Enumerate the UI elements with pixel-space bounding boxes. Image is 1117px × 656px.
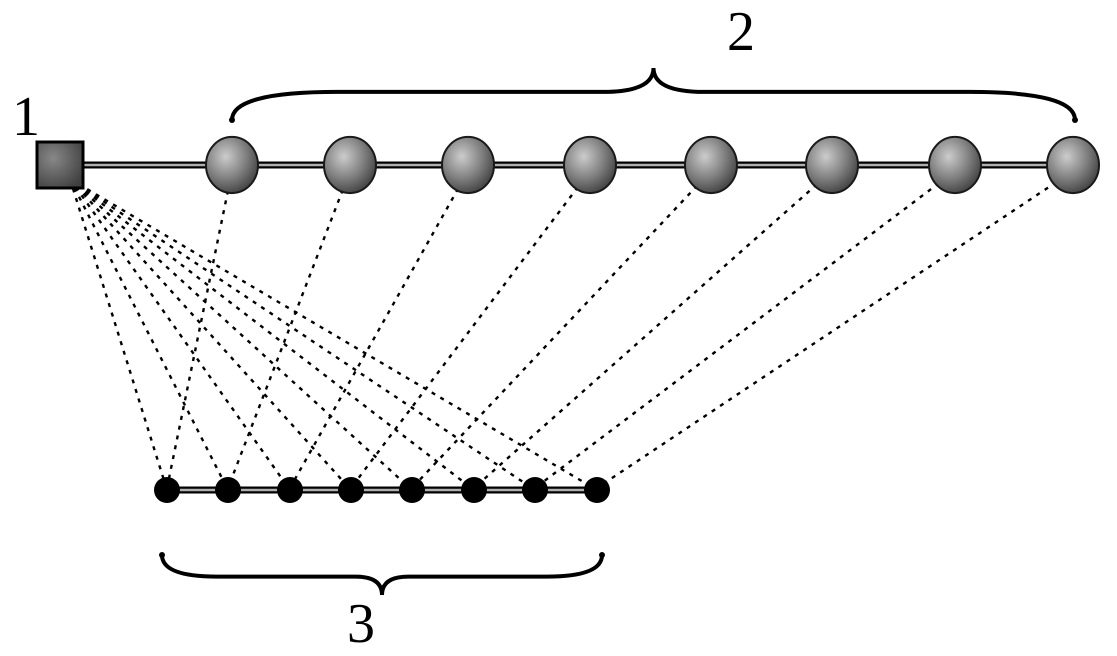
bottom-node (522, 477, 548, 503)
top-node (806, 137, 858, 193)
edge-top-bottom (351, 171, 590, 488)
edge-top-bottom (228, 171, 350, 488)
edge-source-bottom (70, 179, 412, 490)
edge-top-bottom (535, 171, 955, 488)
top-node (324, 137, 376, 193)
top-node (1047, 137, 1099, 193)
edge-top-bottom (290, 171, 468, 488)
top-node (442, 137, 494, 193)
edge-top-bottom (167, 171, 232, 488)
top-node (929, 137, 981, 193)
bottom-node (584, 477, 610, 503)
edge-source-bottom (70, 179, 290, 490)
label-1: 1 (12, 85, 40, 149)
network-diagram (0, 0, 1117, 644)
label-3: 3 (347, 592, 375, 656)
edge-top-bottom (474, 171, 832, 488)
edge-source-bottom (70, 179, 474, 490)
bottom-node (154, 477, 180, 503)
edge-top-bottom (597, 171, 1073, 488)
bottom-node (461, 477, 487, 503)
brace-down (162, 555, 602, 595)
edge-source-bottom (70, 179, 351, 490)
brace-up (232, 68, 1075, 120)
source-node (37, 142, 83, 188)
bottom-node (399, 477, 425, 503)
edge-source-bottom (70, 179, 167, 490)
top-node (564, 137, 616, 193)
top-node (685, 137, 737, 193)
edge-source-bottom (70, 179, 535, 490)
edge-top-bottom (412, 171, 711, 488)
bottom-node (215, 477, 241, 503)
bottom-node (277, 477, 303, 503)
label-2: 2 (727, 0, 755, 64)
top-node (206, 137, 258, 193)
edge-source-bottom (70, 179, 597, 490)
bottom-node (338, 477, 364, 503)
